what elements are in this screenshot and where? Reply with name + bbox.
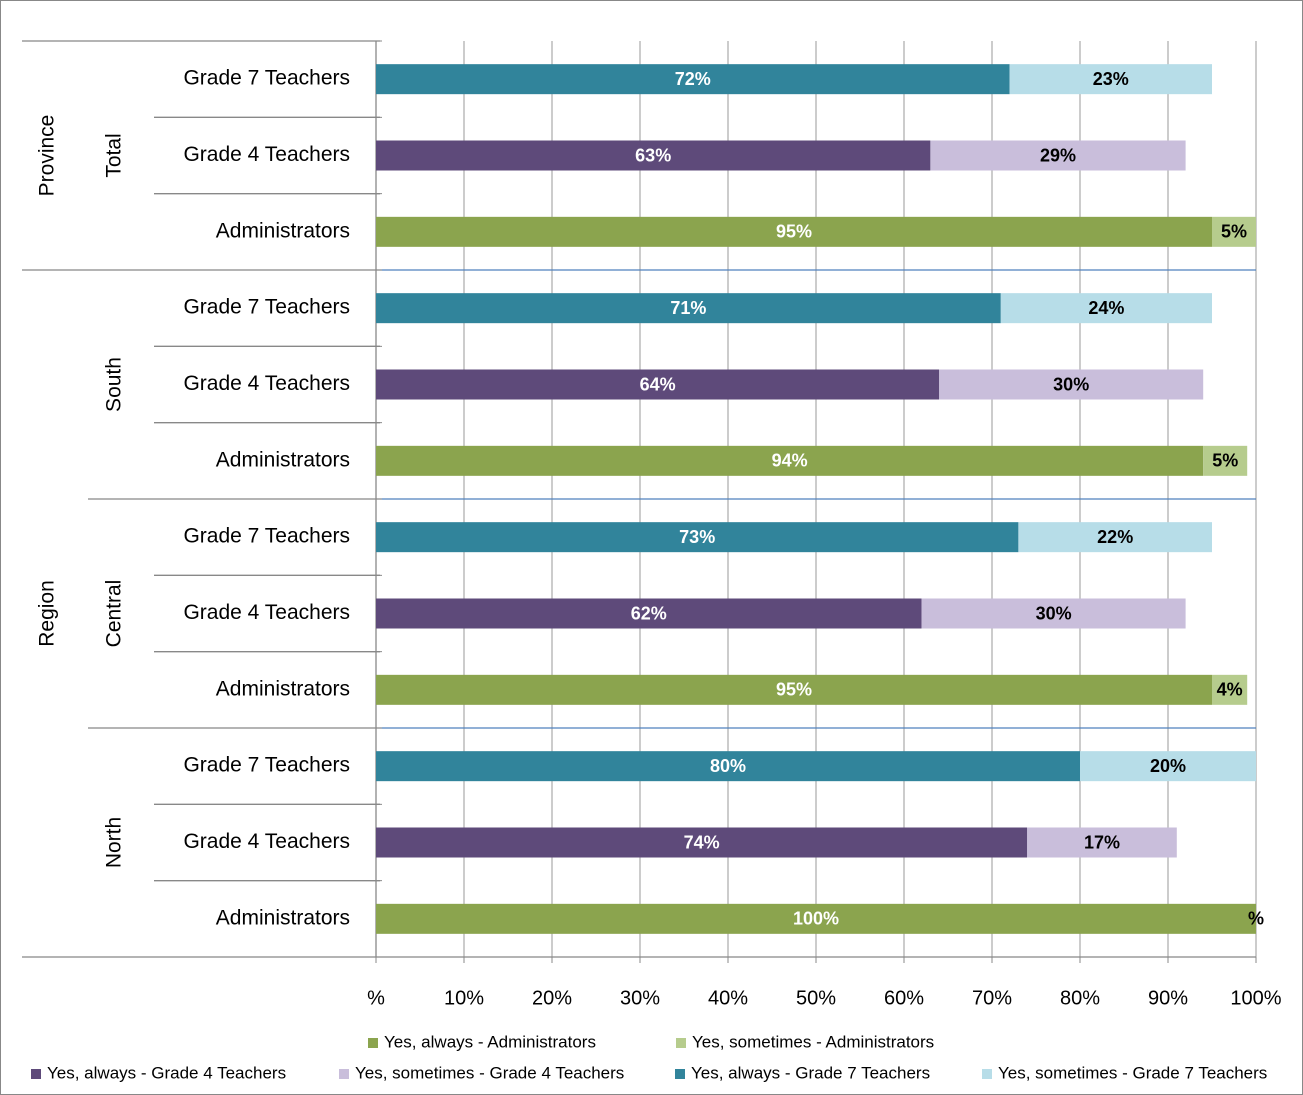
value-label: 20% [1150,756,1186,776]
x-tick-label: 80% [1060,987,1100,1009]
x-tick-label: 30% [620,987,660,1009]
category-label: Grade 7 Teachers [183,754,350,777]
bar-segment [376,598,922,629]
category-label: Grade 4 Teachers [183,143,350,166]
value-label: 63% [635,145,671,165]
bar-segment [939,369,1204,400]
category-label: Grade 7 Teachers [183,67,350,90]
bar-segment [930,140,1186,171]
bar-segment [376,827,1028,858]
bar-segment [1080,751,1256,782]
value-label: 62% [631,603,667,623]
legend-label: Yes, always - Grade 7 Teachers [691,1063,930,1082]
x-tick-label: 90% [1148,987,1188,1009]
bar-segment [376,64,1010,95]
bar-segment [376,369,940,400]
category-label: Administrators [216,677,350,700]
x-tick-label: 20% [532,987,572,1009]
bar-segment [1000,293,1212,324]
value-label: 23% [1093,69,1129,89]
category-label: Grade 4 Teachers [183,830,350,853]
category-label: Administrators [216,906,350,929]
bar-segment [376,903,1256,934]
value-label: 30% [1053,374,1089,394]
value-label: 100% [793,909,839,929]
bar-segment [376,293,1001,324]
value-label: % [1248,909,1264,929]
group-label: Region [36,580,59,647]
value-label: 72% [675,69,711,89]
legend-swatch [982,1069,992,1079]
subgroup-label: South [103,357,126,412]
legend-swatch [676,1038,686,1048]
bar-segment [376,216,1212,247]
value-label: 24% [1088,298,1124,318]
value-label: 73% [679,527,715,547]
value-label: 5% [1221,222,1247,242]
subgroup-label: Central [103,580,126,648]
x-tick-label: 100% [1230,987,1281,1009]
legend-swatch [31,1069,41,1079]
category-label: Administrators [216,448,350,471]
x-tick-label: % [367,987,385,1009]
value-label: 64% [640,374,676,394]
bar-segment [921,598,1186,629]
subgroup-label: North [103,817,126,868]
legend-swatch [339,1069,349,1079]
value-label: 71% [670,298,706,318]
category-label: Grade 7 Teachers [183,296,350,319]
legend-label: Yes, sometimes - Administrators [692,1032,934,1051]
x-tick-label: 60% [884,987,924,1009]
legend-label: Yes, always - Grade 4 Teachers [47,1063,286,1082]
bar-segment [1212,216,1256,247]
legend-label: Yes, sometimes - Grade 4 Teachers [355,1063,624,1082]
value-label: 29% [1040,145,1076,165]
x-tick-label: 70% [972,987,1012,1009]
value-label: 30% [1036,603,1072,623]
group-label: Province [36,115,59,197]
bar-segment [1018,522,1212,553]
bar-segment [376,445,1204,476]
x-tick-label: 10% [444,987,484,1009]
category-label: Grade 7 Teachers [183,525,350,548]
legend-label: Yes, sometimes - Grade 7 Teachers [998,1063,1267,1082]
value-label: 94% [772,451,808,471]
bar-segment [1203,445,1248,476]
x-tick-label: 50% [796,987,836,1009]
value-label: 4% [1217,680,1243,700]
subgroup-label: Total [103,133,126,177]
bar-segment [1009,64,1212,95]
bar-segment [376,751,1080,782]
bar-segment [376,522,1019,553]
x-tick-label: 40% [708,987,748,1009]
bar-segment [376,674,1212,705]
value-label: 95% [776,680,812,700]
value-label: 80% [710,756,746,776]
value-label: 74% [684,832,720,852]
value-label: 95% [776,222,812,242]
value-label: 17% [1084,832,1120,852]
bar-segment [376,140,931,171]
category-label: Grade 4 Teachers [183,372,350,395]
value-label: 22% [1097,527,1133,547]
bar-segment [1027,827,1177,858]
legend-label: Yes, always - Administrators [384,1032,596,1051]
value-label: 5% [1212,451,1238,471]
legend-swatch [675,1069,685,1079]
category-label: Administrators [216,219,350,242]
category-label: Grade 4 Teachers [183,601,350,624]
bar-segment [1212,674,1248,705]
legend-swatch [368,1038,378,1048]
